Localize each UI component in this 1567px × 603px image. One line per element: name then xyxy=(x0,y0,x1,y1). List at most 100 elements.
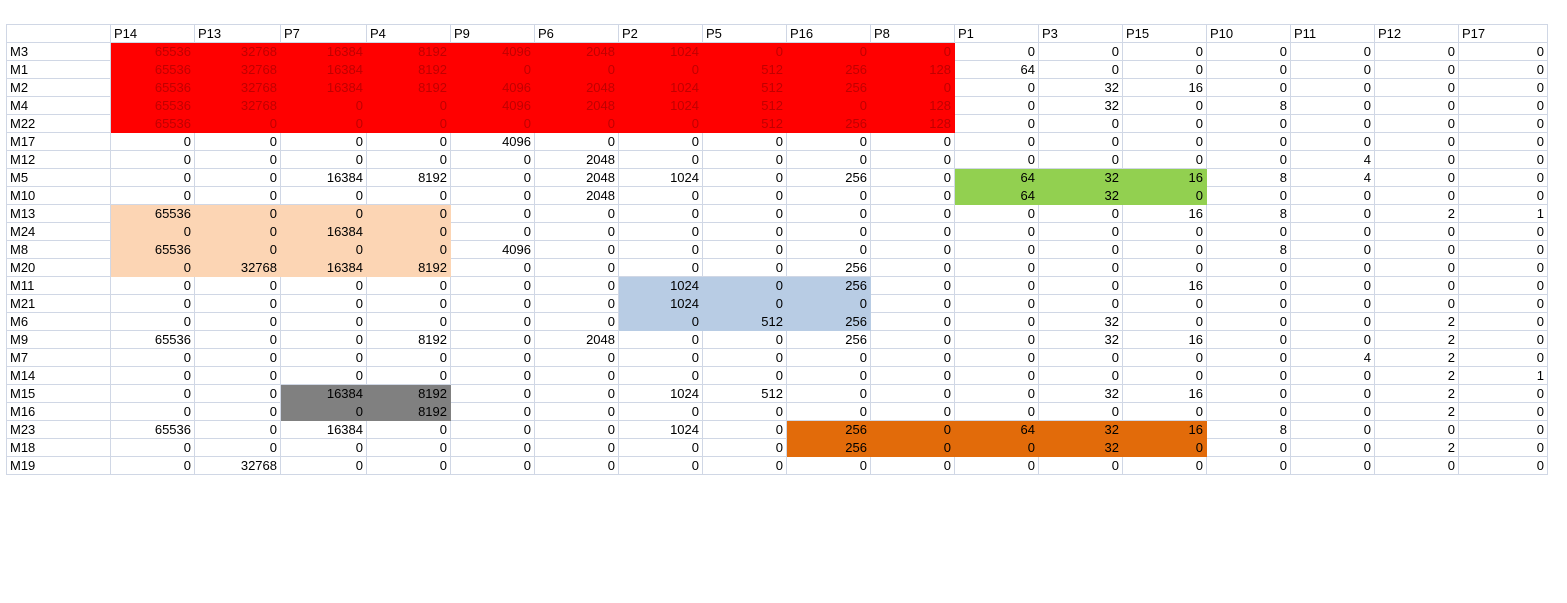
cell[interactable]: 0 xyxy=(1038,366,1123,385)
cell[interactable]: 0 xyxy=(870,402,955,421)
cell[interactable]: 32 xyxy=(1038,168,1123,187)
cell[interactable]: 0 xyxy=(194,420,281,439)
cell[interactable]: 0 xyxy=(618,186,703,205)
cell[interactable]: 0 xyxy=(954,366,1039,385)
cell[interactable]: 256 xyxy=(786,438,871,457)
cell[interactable]: 0 xyxy=(954,402,1039,421)
cell[interactable]: 0 xyxy=(954,276,1039,295)
cell[interactable]: 16384 xyxy=(280,60,367,79)
cell[interactable]: 0 xyxy=(280,204,367,223)
cell[interactable]: 512 xyxy=(702,78,787,97)
cell[interactable]: 0 xyxy=(280,348,367,367)
cell[interactable]: 0 xyxy=(954,96,1039,115)
cell[interactable]: 0 xyxy=(786,186,871,205)
cell[interactable]: 0 xyxy=(870,330,955,349)
cell[interactable]: 0 xyxy=(366,420,451,439)
cell[interactable]: 0 xyxy=(1374,150,1459,169)
cell[interactable]: 0 xyxy=(1290,96,1375,115)
cell[interactable]: 0 xyxy=(1458,384,1548,403)
cell[interactable]: 2048 xyxy=(534,186,619,205)
cell[interactable]: 0 xyxy=(450,438,535,457)
cell[interactable]: 0 xyxy=(702,150,787,169)
column-header-p9[interactable]: P9 xyxy=(450,24,535,43)
cell[interactable]: 0 xyxy=(1374,420,1459,439)
cell[interactable]: 0 xyxy=(194,240,281,259)
cell[interactable]: 0 xyxy=(1458,186,1548,205)
cell[interactable]: 0 xyxy=(1122,60,1207,79)
cell[interactable]: 0 xyxy=(1374,78,1459,97)
row-label-m24[interactable]: M24 xyxy=(6,222,111,241)
cell[interactable]: 0 xyxy=(194,114,281,133)
cell[interactable]: 0 xyxy=(534,222,619,241)
cell[interactable]: 0 xyxy=(280,402,367,421)
cell[interactable]: 2 xyxy=(1374,402,1459,421)
cell[interactable]: 16384 xyxy=(280,258,367,277)
cell[interactable]: 16384 xyxy=(280,420,367,439)
cell[interactable]: 0 xyxy=(1458,60,1548,79)
cell[interactable]: 0 xyxy=(1122,402,1207,421)
cell[interactable]: 0 xyxy=(1206,276,1291,295)
cell[interactable]: 0 xyxy=(1290,204,1375,223)
cell[interactable]: 2 xyxy=(1374,348,1459,367)
cell[interactable]: 16384 xyxy=(280,222,367,241)
cell[interactable]: 0 xyxy=(1206,132,1291,151)
cell[interactable]: 0 xyxy=(618,438,703,457)
cell[interactable]: 8192 xyxy=(366,258,451,277)
cell[interactable]: 0 xyxy=(870,204,955,223)
cell[interactable]: 0 xyxy=(870,168,955,187)
cell[interactable]: 0 xyxy=(702,204,787,223)
cell[interactable]: 0 xyxy=(1458,276,1548,295)
cell[interactable]: 0 xyxy=(1458,420,1548,439)
cell[interactable]: 0 xyxy=(1374,60,1459,79)
cell[interactable]: 0 xyxy=(450,456,535,475)
cell[interactable]: 1 xyxy=(1458,204,1548,223)
cell[interactable]: 8 xyxy=(1206,420,1291,439)
cell[interactable]: 16 xyxy=(1122,384,1207,403)
cell[interactable]: 0 xyxy=(194,438,281,457)
cell[interactable]: 32768 xyxy=(194,96,281,115)
cell[interactable]: 0 xyxy=(1038,114,1123,133)
row-label-m14[interactable]: M14 xyxy=(6,366,111,385)
cell[interactable]: 8192 xyxy=(366,330,451,349)
cell[interactable]: 0 xyxy=(366,204,451,223)
cell[interactable]: 0 xyxy=(450,366,535,385)
cell[interactable]: 0 xyxy=(194,312,281,331)
cell[interactable]: 0 xyxy=(1458,294,1548,313)
cell[interactable]: 1 xyxy=(1458,366,1548,385)
cell[interactable]: 0 xyxy=(1374,294,1459,313)
row-label-m7[interactable]: M7 xyxy=(6,348,111,367)
cell[interactable]: 32768 xyxy=(194,456,281,475)
cell[interactable]: 0 xyxy=(280,366,367,385)
column-header-p12[interactable]: P12 xyxy=(1374,24,1459,43)
cell[interactable]: 0 xyxy=(534,348,619,367)
cell[interactable]: 0 xyxy=(1038,456,1123,475)
cell[interactable]: 0 xyxy=(786,456,871,475)
column-header-p10[interactable]: P10 xyxy=(1206,24,1291,43)
cell[interactable]: 0 xyxy=(1206,330,1291,349)
cell[interactable]: 0 xyxy=(280,330,367,349)
cell[interactable]: 0 xyxy=(1458,348,1548,367)
cell[interactable]: 65536 xyxy=(110,96,195,115)
cell[interactable]: 0 xyxy=(1458,78,1548,97)
cell[interactable]: 0 xyxy=(786,240,871,259)
cell[interactable]: 0 xyxy=(618,258,703,277)
cell[interactable]: 0 xyxy=(110,132,195,151)
cell[interactable]: 64 xyxy=(954,168,1039,187)
cell[interactable]: 0 xyxy=(618,456,703,475)
cell[interactable]: 0 xyxy=(1374,96,1459,115)
cell[interactable]: 0 xyxy=(1374,222,1459,241)
cell[interactable]: 0 xyxy=(954,384,1039,403)
cell[interactable]: 0 xyxy=(450,150,535,169)
cell[interactable]: 0 xyxy=(366,222,451,241)
cell[interactable]: 0 xyxy=(450,114,535,133)
cell[interactable]: 0 xyxy=(450,402,535,421)
cell[interactable]: 0 xyxy=(1206,348,1291,367)
cell[interactable]: 0 xyxy=(1122,294,1207,313)
cell[interactable]: 0 xyxy=(534,420,619,439)
cell[interactable]: 0 xyxy=(618,240,703,259)
cell[interactable]: 0 xyxy=(618,312,703,331)
cell[interactable]: 0 xyxy=(280,96,367,115)
cell[interactable]: 65536 xyxy=(110,60,195,79)
cell[interactable]: 0 xyxy=(1374,168,1459,187)
column-header-p15[interactable]: P15 xyxy=(1122,24,1207,43)
